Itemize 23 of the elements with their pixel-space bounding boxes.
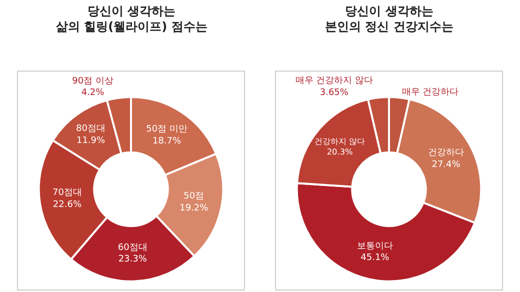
chart-title: 당신이 생각하는 삶의 힐링(웰라이프) 점수는 — [56, 4, 208, 34]
data-label: 27.4% — [432, 160, 461, 170]
data-label: 22.6% — [52, 200, 82, 210]
data-label: 45.1% — [360, 253, 390, 264]
data-label: 4.2% — [81, 88, 105, 98]
data-label: 11.9% — [76, 136, 106, 146]
data-label: 3.65% — [320, 88, 349, 98]
slice-label: 50점 미만 — [146, 124, 188, 135]
data-label: 23.3% — [118, 254, 148, 265]
slice-label: 80점대 — [76, 124, 106, 134]
slice-label: 90점 이상 — [72, 76, 114, 86]
slice-label: 매우 건강하지 않다 — [295, 76, 374, 86]
data-label: 19.2% — [180, 203, 209, 214]
slice-label: 60점대 — [118, 242, 148, 253]
slice-label: 건강하지 않다 — [314, 136, 366, 146]
data-label: 20.3% — [326, 146, 354, 157]
slice-label: 건강하다 — [428, 148, 464, 158]
slice-label: 70점대 — [52, 188, 82, 198]
data-label: 18.7% — [152, 136, 182, 146]
slice-label: 보통이다 — [356, 241, 393, 252]
chart-title: 당신이 생각하는 본인의 정신 건강지수는 — [325, 4, 454, 34]
slice-label: 50점 — [184, 192, 204, 202]
slice-label: 매우 건강하다 — [402, 88, 459, 98]
